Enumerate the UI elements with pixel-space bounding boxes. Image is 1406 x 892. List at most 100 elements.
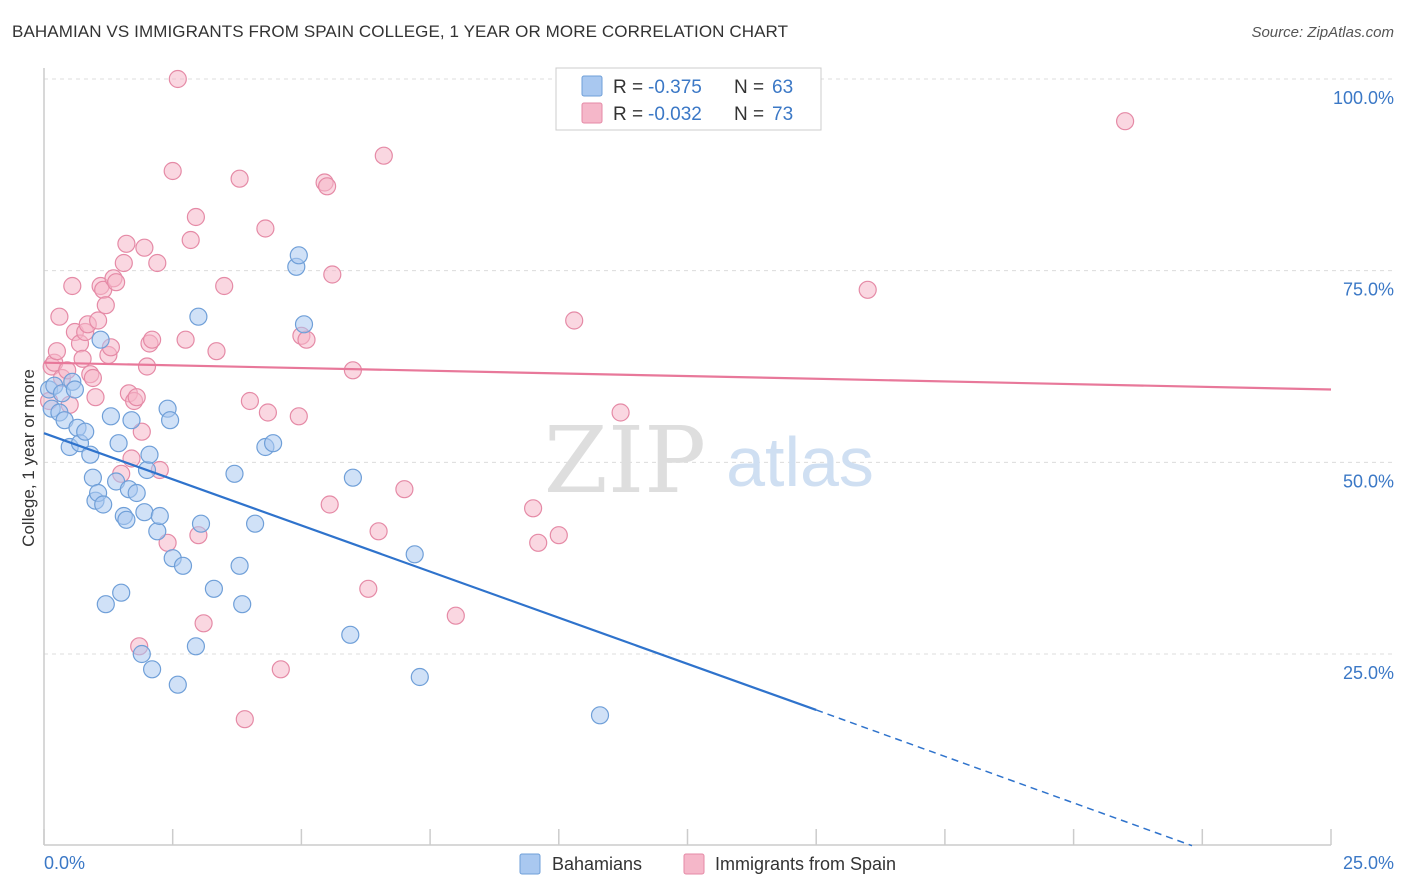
spain-point-67 [395,480,414,499]
spain-point-47 [194,614,213,633]
stats-legend: R = -0.375 N = 63 R = -0.032 N = 73 [555,67,822,131]
bahamian-point-49 [264,434,283,453]
spain-point-8 [63,276,82,296]
blue-points [39,246,610,725]
y-tick-label-3: 100.0% [1333,88,1394,108]
y-tick-label-0: 25.0% [1343,663,1394,683]
bahamian-point-54 [343,468,362,487]
spain-point-43 [176,330,195,349]
spain-point-3 [47,342,67,361]
stats-n-label-2: N = [734,104,764,125]
spain-point-16 [86,388,105,407]
spain-point-41 [163,161,182,181]
spain-point-45 [186,207,205,227]
bahamian-point-26 [122,411,141,430]
bahamian-point-11 [76,422,95,441]
chart-title: BAHAMIAN VS IMMIGRANTS FROM SPAIN COLLEG… [12,22,789,41]
spain-point-42 [168,69,187,89]
bahamian-point-18 [96,595,115,614]
bahamian-trend-line [43,432,817,712]
spain-point-58 [297,330,316,349]
bahamian-point-36 [161,411,180,430]
spain-point-72 [565,311,584,330]
spain-point-50 [230,169,249,188]
bahamian-point-40 [186,637,205,656]
watermark: ZIP atlas [544,407,874,514]
bahamian-point-45 [230,556,249,575]
spain-point-55 [271,660,290,679]
stats-n-label-1: N = [734,77,764,98]
legend-swatch-spain [683,853,705,875]
legend-label-spain: Immigrants from Spain [715,854,896,874]
bahamian-point-52 [294,315,314,334]
legend-label-bahamians: Bahamians [552,854,642,874]
bahamian-point-53 [341,625,360,644]
bahamian-point-41 [189,307,208,326]
spain-point-56 [289,407,308,426]
watermark-zip: ZIP [544,407,706,514]
series-legend: Bahamians Immigrants from Spain [519,853,896,875]
stats-n-value-2: 73 [772,104,793,125]
x-tick-label-min: 0.0% [44,853,85,873]
spain-point-17 [88,311,108,330]
bahamian-point-22 [112,583,131,602]
spain-point-74 [858,280,877,299]
stats-legend-swatch-pink [581,102,603,124]
spain-point-53 [256,219,275,238]
spain-point-49 [215,276,234,296]
spain-point-27 [117,234,136,253]
spain-point-35 [137,357,157,376]
spain-point-31 [127,388,146,407]
spain-point-20 [96,296,115,315]
y-tick-label-1: 50.0% [1343,471,1394,491]
bahamian-point-32 [143,660,162,679]
source-credit: Source: ZipAtlas.com [1251,24,1394,41]
spain-point-62 [323,265,342,284]
spain-point-54 [258,403,277,422]
bahamian-trend-extension [815,709,1193,847]
spain-point-4 [50,307,69,326]
spain-point-44 [181,230,200,250]
spain-point-66 [374,146,393,165]
bahamian-point-51 [289,246,308,265]
pink-points [39,69,1135,729]
x-tick-label-max: 25.0% [1343,853,1394,873]
stats-n-value-1: 63 [772,77,793,98]
bahamian-point-42 [191,514,211,533]
spain-point-60 [318,177,337,196]
spain-point-24 [106,273,126,292]
spain-point-68 [446,606,465,625]
watermark-atlas: atlas [726,423,874,501]
spain-point-15 [83,368,103,388]
stats-legend-swatch-blue [581,75,603,97]
y-tick-label-2: 75.0% [1343,280,1394,300]
spain-point-70 [529,533,548,552]
bahamian-point-57 [590,706,610,725]
spain-point-38 [148,253,167,273]
bahamian-point-47 [246,514,265,533]
spain-point-51 [235,710,254,729]
bahamian-point-44 [225,464,244,483]
bahamian-point-21 [109,434,128,453]
spain-point-33 [132,422,151,441]
spain-point-26 [114,253,133,273]
bahamian-point-38 [168,675,187,694]
spain-point-69 [523,499,543,518]
bahamian-point-39 [173,556,193,575]
bahamian-point-43 [204,579,223,598]
spain-point-64 [359,579,378,598]
bahamian-point-16 [91,330,110,349]
x-tick-labels: 0.0% 25.0% [44,853,1394,873]
bahamian-point-19 [101,407,121,426]
spain-point-65 [369,522,388,541]
stats-r-label-1: R = [613,77,643,98]
axes [43,68,1332,846]
bahamian-point-34 [150,506,169,526]
spain-point-75 [1115,112,1135,131]
trend-lines [43,361,1332,847]
spain-point-34 [135,238,154,257]
spain-point-37 [143,330,162,349]
bahamian-point-56 [410,667,429,687]
bahamian-point-31 [140,445,159,464]
